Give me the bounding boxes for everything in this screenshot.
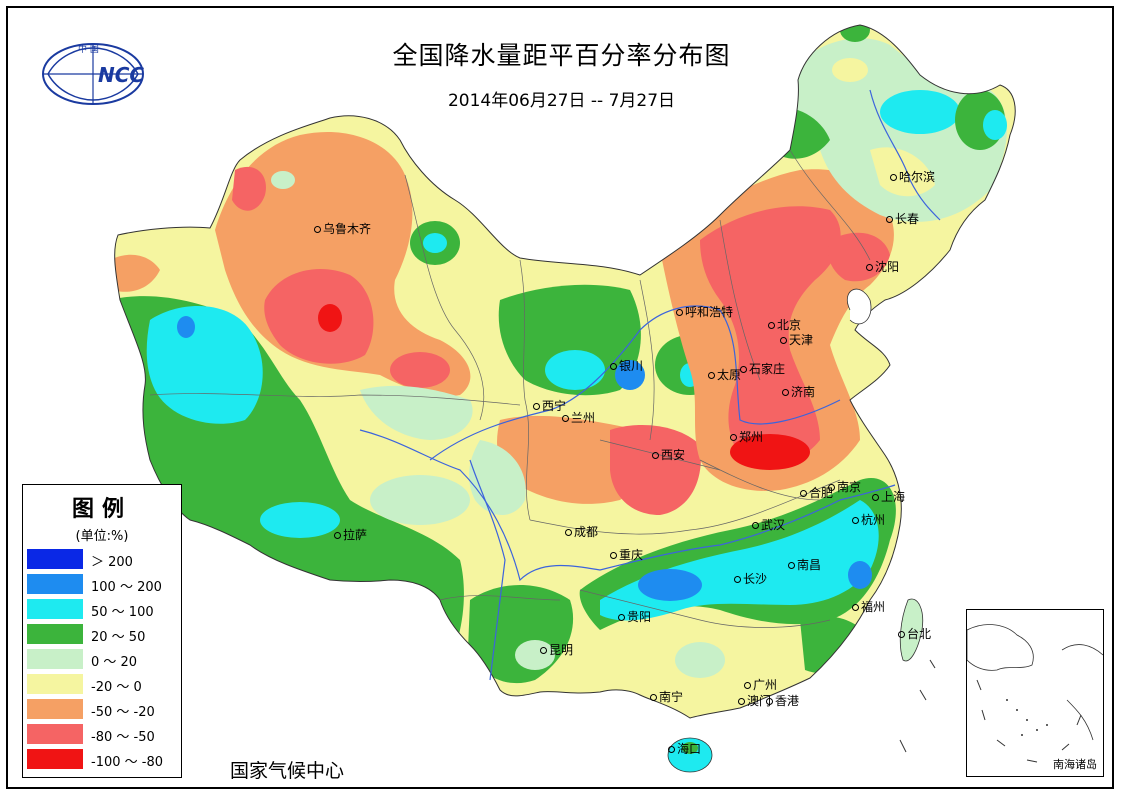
city-label: 成都 xyxy=(565,523,598,540)
city-label: 太原 xyxy=(708,366,741,383)
city-label: 兰州 xyxy=(562,409,595,426)
legend-item: 100 ～ 200 xyxy=(27,574,179,595)
city-label: 贵阳 xyxy=(618,608,651,625)
legend-item: ＞ 200 xyxy=(27,549,179,570)
legend-swatch xyxy=(27,574,83,594)
city-label: 昆明 xyxy=(540,641,573,658)
city-label: 西安 xyxy=(652,446,685,463)
city-label: 合肥 xyxy=(800,484,833,501)
city-label: 海口 xyxy=(668,740,701,757)
city-label: 广州 xyxy=(744,676,777,693)
city-label: 拉萨 xyxy=(334,526,367,543)
legend-swatch xyxy=(27,624,83,644)
legend-item: -20 ～ 0 xyxy=(27,674,179,695)
ncc-logo: NCC 中 国 xyxy=(42,43,144,105)
city-label: 杭州 xyxy=(852,511,885,528)
city-label: 郑州 xyxy=(730,428,763,445)
city-label: 澳门 xyxy=(738,692,771,709)
legend-item: 0 ～ 20 xyxy=(27,649,179,670)
city-label: 福州 xyxy=(852,598,885,615)
city-label: 乌鲁木齐 xyxy=(314,220,371,237)
city-label: 香港 xyxy=(766,692,799,709)
city-label: 武汉 xyxy=(752,516,785,533)
city-label: 北京 xyxy=(768,316,801,333)
logo-text: NCC xyxy=(98,63,144,87)
organization-name: 国家气候中心 xyxy=(230,760,345,782)
city-label: 台北 xyxy=(898,625,931,642)
legend-swatch xyxy=(27,649,83,669)
city-label: 长沙 xyxy=(734,570,767,587)
legend-swatch xyxy=(27,699,83,719)
legend-title: 图例 xyxy=(71,497,132,522)
city-label: 沈阳 xyxy=(866,258,899,275)
city-label: 天津 xyxy=(780,331,813,348)
city-label: 上海 xyxy=(872,488,905,505)
legend-item: 50 ～ 100 xyxy=(27,599,179,620)
legend-unit: (单位:%) xyxy=(75,529,129,544)
legend-swatch xyxy=(27,674,83,694)
inset-map xyxy=(967,624,1103,763)
city-label: 济南 xyxy=(782,383,815,400)
legend-swatch xyxy=(27,549,83,569)
legend-item: -100 ～ -80 xyxy=(27,749,179,770)
legend-item: -50 ～ -20 xyxy=(27,699,179,720)
legend: 图例 (单位:%) ＞ 200 100 ～ 200 50 ～ 100 20 ～ … xyxy=(22,484,182,778)
south-china-sea-inset: 南海诸岛 xyxy=(966,609,1104,777)
city-label: 重庆 xyxy=(610,546,643,563)
city-label: 呼和浩特 xyxy=(676,303,733,320)
legend-swatch xyxy=(27,599,83,619)
city-label: 银川 xyxy=(610,357,643,374)
logo-top-text: 中 国 xyxy=(78,43,99,55)
city-label: 南昌 xyxy=(788,556,821,573)
inset-label: 南海诸岛 xyxy=(1053,758,1097,771)
map-title: 全国降水量距平百分率分布图 xyxy=(392,41,731,70)
city-label: 南宁 xyxy=(650,688,683,705)
legend-swatch xyxy=(27,749,83,769)
legend-swatch xyxy=(27,724,83,744)
city-label: 哈尔滨 xyxy=(890,168,935,185)
legend-item: 20 ～ 50 xyxy=(27,624,179,645)
city-label: 西宁 xyxy=(533,397,566,414)
city-label: 石家庄 xyxy=(740,360,785,377)
legend-item: -80 ～ -50 xyxy=(27,724,179,745)
city-label: 长春 xyxy=(886,210,919,227)
city-label: 南京 xyxy=(828,478,861,495)
map-subtitle: 2014年06月27日 -- 7月27日 xyxy=(447,91,676,111)
